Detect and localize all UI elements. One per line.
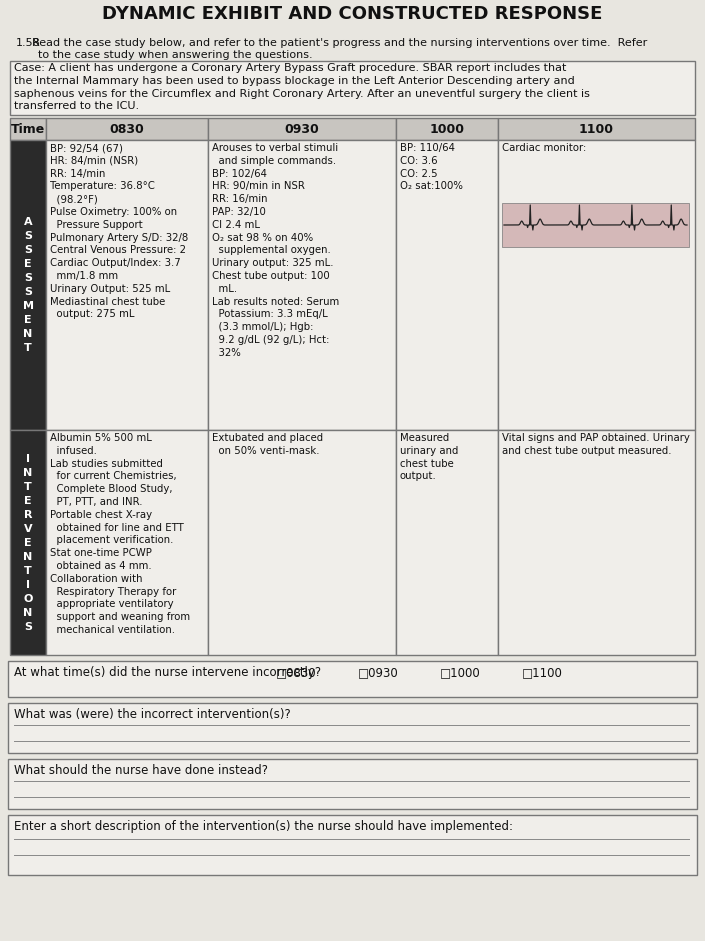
Bar bbox=[8, 703, 697, 753]
Bar bbox=[10, 118, 46, 140]
Bar bbox=[498, 430, 695, 655]
Text: DYNAMIC EXHIBIT AND CONSTRUCTED RESPONSE: DYNAMIC EXHIBIT AND CONSTRUCTED RESPONSE bbox=[102, 5, 602, 23]
Bar bbox=[46, 140, 208, 430]
Bar bbox=[498, 140, 695, 430]
Text: 0930: 0930 bbox=[285, 122, 319, 136]
Text: Extubated and placed
  on 50% venti-mask.: Extubated and placed on 50% venti-mask. bbox=[212, 433, 323, 455]
Bar bbox=[396, 140, 498, 430]
Text: □1100: □1100 bbox=[522, 666, 563, 679]
Text: 0830: 0830 bbox=[109, 122, 145, 136]
Text: A
S
S
E
S
S
M
E
N
T: A S S E S S M E N T bbox=[23, 217, 34, 353]
Bar bbox=[46, 430, 208, 655]
Text: Measured
urinary and
chest tube
output.: Measured urinary and chest tube output. bbox=[400, 433, 458, 482]
Bar bbox=[208, 430, 396, 655]
Text: What should the nurse have done instead?: What should the nurse have done instead? bbox=[14, 764, 268, 777]
Text: Case: A client has undergone a Coronary Artery Bypass Graft procedure. SBAR repo: Case: A client has undergone a Coronary … bbox=[14, 63, 590, 111]
Bar bbox=[46, 118, 208, 140]
Bar bbox=[396, 118, 498, 140]
Bar bbox=[502, 203, 689, 247]
Bar bbox=[208, 140, 396, 430]
Bar bbox=[8, 759, 697, 809]
Text: 1100: 1100 bbox=[579, 122, 614, 136]
Bar bbox=[8, 661, 697, 697]
Bar bbox=[10, 430, 46, 655]
Text: □0930: □0930 bbox=[358, 666, 399, 679]
Text: 1000: 1000 bbox=[429, 122, 465, 136]
Text: □0830: □0830 bbox=[276, 666, 317, 679]
Bar bbox=[8, 815, 697, 875]
Text: 1.58: 1.58 bbox=[16, 38, 41, 48]
Text: Enter a short description of the intervention(s) the nurse should have implement: Enter a short description of the interve… bbox=[14, 820, 513, 833]
Bar bbox=[208, 118, 396, 140]
Bar bbox=[0, 0, 705, 36]
Text: BP: 92/54 (67)
HR: 84/min (NSR)
RR: 14/min
Temperature: 36.8°C
  (98.2°F)
Pulse : BP: 92/54 (67) HR: 84/min (NSR) RR: 14/m… bbox=[50, 143, 188, 319]
Text: Albumin 5% 500 mL
  infused.
Lab studies submitted
  for current Chemistries,
  : Albumin 5% 500 mL infused. Lab studies s… bbox=[50, 433, 190, 635]
Text: Time: Time bbox=[11, 122, 45, 136]
Text: Cardiac monitor:: Cardiac monitor: bbox=[502, 143, 587, 153]
Bar bbox=[10, 140, 46, 430]
Bar bbox=[498, 118, 695, 140]
Text: BP: 110/64
CO: 3.6
CO: 2.5
O₂ sat:100%: BP: 110/64 CO: 3.6 CO: 2.5 O₂ sat:100% bbox=[400, 143, 463, 191]
Text: Arouses to verbal stimuli
  and simple commands.
BP: 102/64
HR: 90/min in NSR
RR: Arouses to verbal stimuli and simple com… bbox=[212, 143, 339, 358]
Text: □1000: □1000 bbox=[440, 666, 481, 679]
Text: At what time(s) did the nurse intervene incorrectly?: At what time(s) did the nurse intervene … bbox=[14, 666, 321, 679]
Text: What was (were) the incorrect intervention(s)?: What was (were) the incorrect interventi… bbox=[14, 708, 290, 721]
Bar bbox=[10, 61, 695, 115]
Text: to the case study when answering the questions.: to the case study when answering the que… bbox=[38, 50, 312, 60]
Bar bbox=[396, 430, 498, 655]
Text: Vital signs and PAP obtained. Urinary
and chest tube output measured.: Vital signs and PAP obtained. Urinary an… bbox=[502, 433, 690, 455]
Text: I
N
T
E
R
V
E
N
T
I
O
N
S: I N T E R V E N T I O N S bbox=[23, 454, 32, 631]
Text: Read the case study below, and refer to the patient's progress and the nursing i: Read the case study below, and refer to … bbox=[32, 38, 647, 48]
